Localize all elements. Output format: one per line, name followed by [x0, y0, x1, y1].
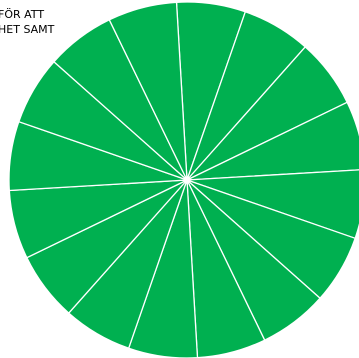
pie-slice-4 [186, 101, 359, 181]
caption-line-2: HET SAMT [0, 23, 55, 36]
pie-slice-16 [108, 1, 188, 181]
caption-text: FÖR ATT HET SAMT [0, 7, 54, 37]
pie-slices [8, 1, 359, 358]
caption-line-1: FÖR ATT [0, 8, 45, 21]
